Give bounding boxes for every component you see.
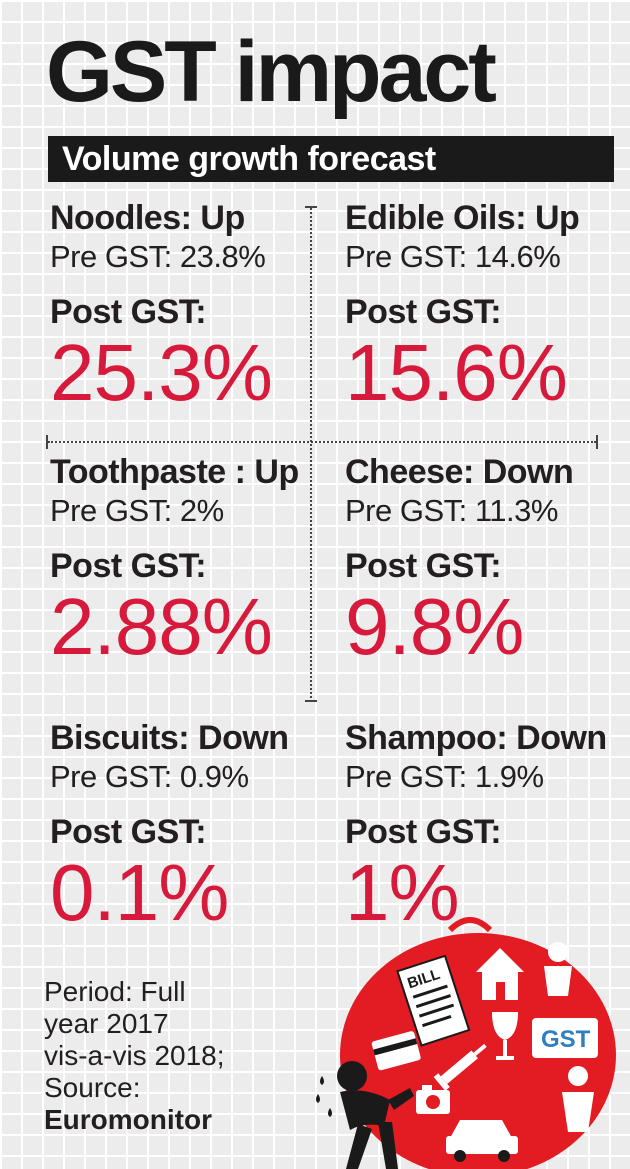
- post-gst-value: 15.6%: [345, 328, 568, 417]
- sweat-drops-icon: [316, 1076, 332, 1117]
- pre-gst-value: Pre GST: 23.8%: [50, 239, 266, 274]
- sack-knot-icon: [447, 917, 493, 933]
- subtitle-banner: Volume growth forecast: [48, 136, 614, 182]
- person-figure-icon: [562, 1066, 594, 1132]
- divider-tick: [596, 435, 598, 449]
- post-gst-value: 25.3%: [50, 328, 273, 417]
- item-biscuits: Biscuits: Down Pre GST: 0.9% Post GST: 0…: [50, 718, 340, 934]
- item-shampoo: Shampoo: Down Pre GST: 1.9% Post GST: 1%: [345, 718, 630, 934]
- house-icon: [476, 948, 524, 1000]
- item-heading: Biscuits: Down: [50, 719, 289, 757]
- footnote-line: Source:: [44, 1072, 141, 1103]
- divider-tick: [305, 700, 317, 702]
- post-gst-value: 0.1%: [50, 848, 229, 937]
- gst-badge-label: GST: [541, 1026, 591, 1053]
- pre-gst-value: Pre GST: 0.9%: [50, 759, 249, 794]
- post-gst-label: Post GST:: [345, 293, 502, 331]
- pre-gst-value: Pre GST: 1.9%: [345, 759, 544, 794]
- gst-badge-icon: GST: [532, 1018, 598, 1058]
- pre-gst-value: Pre GST: 2%: [50, 493, 224, 528]
- post-gst-value: 1%: [345, 848, 460, 937]
- item-noodles: Noodles: Up Pre GST: 23.8% Post GST: 25.…: [50, 198, 340, 414]
- footnote-line: Period: Full: [44, 976, 186, 1007]
- item-heading: Toothpaste : Up: [50, 453, 299, 491]
- item-heading: Edible Oils: Up: [345, 199, 580, 237]
- post-gst-label: Post GST:: [345, 813, 502, 851]
- wine-glass-icon: [492, 1012, 518, 1060]
- post-gst-label: Post GST:: [50, 813, 207, 851]
- vertical-divider: [310, 208, 312, 702]
- person-icon: [544, 942, 572, 996]
- source-name: Euromonitor: [44, 1104, 212, 1135]
- footnote: Period: Full year 2017 vis-a-vis 2018; S…: [44, 976, 294, 1136]
- man-carrying-sack-illustration: BILL GST: [316, 917, 616, 1169]
- page-title: GST impact: [46, 24, 497, 120]
- item-toothpaste: Toothpaste : Up Pre GST: 2% Post GST: 2.…: [50, 452, 340, 668]
- man-figure-icon: [337, 1061, 414, 1169]
- syringe-icon: [433, 1043, 487, 1091]
- bill-icon: BILL: [396, 954, 471, 1047]
- post-gst-label: Post GST:: [50, 547, 207, 585]
- item-edible-oils: Edible Oils: Up Pre GST: 14.6% Post GST:…: [345, 198, 630, 414]
- footnote-line: vis-a-vis 2018;: [44, 1040, 225, 1071]
- item-cheese: Cheese: Down Pre GST: 11.3% Post GST: 9.…: [345, 452, 630, 668]
- pre-gst-value: Pre GST: 11.3%: [345, 493, 558, 528]
- camera-icon: [416, 1085, 450, 1114]
- item-heading: Cheese: Down: [345, 453, 574, 491]
- subtitle: Volume growth forecast: [62, 140, 436, 178]
- item-heading: Noodles: Up: [50, 199, 245, 237]
- post-gst-value: 2.88%: [50, 582, 273, 671]
- post-gst-label: Post GST:: [345, 547, 502, 585]
- post-gst-label: Post GST:: [50, 293, 207, 331]
- divider-tick: [305, 206, 317, 208]
- post-gst-value: 9.8%: [345, 582, 524, 671]
- car-icon: [446, 1120, 518, 1162]
- divider-tick: [46, 435, 48, 449]
- footnote-line: year 2017: [44, 1008, 169, 1039]
- pre-gst-value: Pre GST: 14.6%: [345, 239, 561, 274]
- card-icon: [371, 1031, 421, 1071]
- item-heading: Shampoo: Down: [345, 719, 607, 757]
- horizontal-divider: [48, 441, 596, 443]
